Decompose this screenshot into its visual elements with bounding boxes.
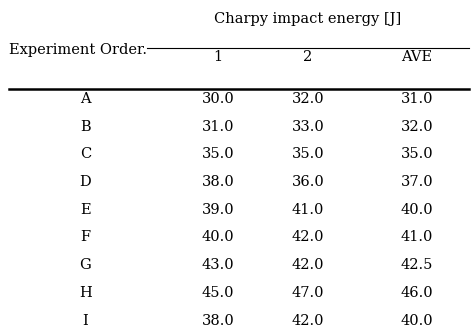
Text: Charpy impact energy [J]: Charpy impact energy [J] — [214, 12, 402, 26]
Text: 40.0: 40.0 — [401, 314, 433, 328]
Text: B: B — [80, 120, 91, 134]
Text: 43.0: 43.0 — [202, 258, 234, 272]
Text: H: H — [79, 286, 91, 300]
Text: 35.0: 35.0 — [292, 147, 324, 161]
Text: I: I — [82, 314, 88, 328]
Text: Experiment Order.: Experiment Order. — [9, 43, 147, 57]
Text: 31.0: 31.0 — [401, 92, 433, 106]
Text: 35.0: 35.0 — [202, 147, 234, 161]
Text: 31.0: 31.0 — [202, 120, 234, 134]
Text: F: F — [80, 230, 91, 244]
Text: 33.0: 33.0 — [292, 120, 325, 134]
Text: AVE: AVE — [401, 50, 433, 64]
Text: 36.0: 36.0 — [292, 175, 325, 189]
Text: 35.0: 35.0 — [401, 147, 433, 161]
Text: 38.0: 38.0 — [201, 314, 235, 328]
Text: 38.0: 38.0 — [201, 175, 235, 189]
Text: A: A — [80, 92, 91, 106]
Text: 45.0: 45.0 — [202, 286, 234, 300]
Text: 40.0: 40.0 — [401, 203, 433, 217]
Text: C: C — [80, 147, 91, 161]
Text: 37.0: 37.0 — [401, 175, 433, 189]
Text: 41.0: 41.0 — [401, 230, 433, 244]
Text: 42.0: 42.0 — [292, 314, 324, 328]
Text: 1: 1 — [213, 50, 223, 64]
Text: G: G — [80, 258, 91, 272]
Text: 2: 2 — [303, 50, 313, 64]
Text: 47.0: 47.0 — [292, 286, 324, 300]
Text: 42.0: 42.0 — [292, 230, 324, 244]
Text: 42.0: 42.0 — [292, 258, 324, 272]
Text: 46.0: 46.0 — [401, 286, 433, 300]
Text: 42.5: 42.5 — [401, 258, 433, 272]
Text: 40.0: 40.0 — [202, 230, 234, 244]
Text: D: D — [80, 175, 91, 189]
Text: 39.0: 39.0 — [202, 203, 234, 217]
Text: E: E — [80, 203, 91, 217]
Text: 32.0: 32.0 — [292, 92, 324, 106]
Text: 41.0: 41.0 — [292, 203, 324, 217]
Text: 32.0: 32.0 — [401, 120, 433, 134]
Text: 30.0: 30.0 — [201, 92, 235, 106]
